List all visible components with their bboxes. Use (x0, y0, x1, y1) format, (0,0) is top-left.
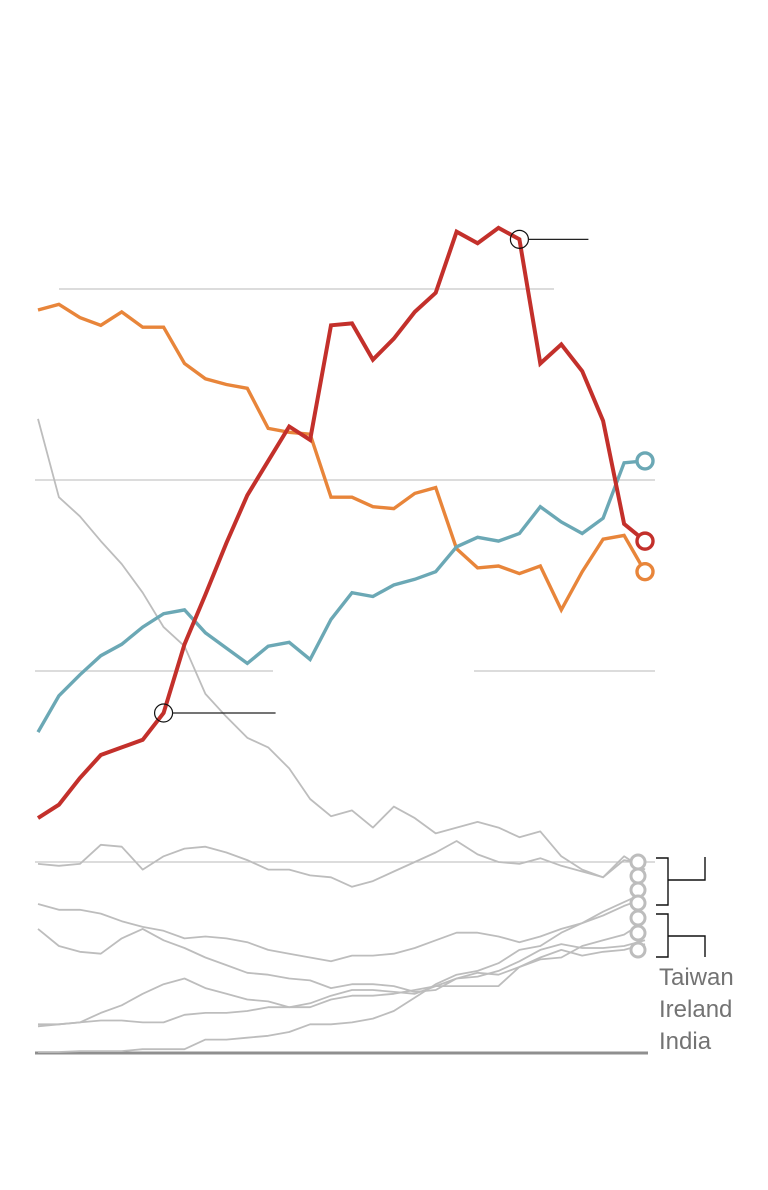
end-marker-gray-6 (629, 924, 647, 942)
end-marker-gray-4 (629, 894, 647, 912)
end-marker-gray-1 (629, 853, 647, 871)
series-line-gray-7 (38, 897, 646, 1053)
end-marker-gray-2 (629, 867, 647, 885)
series-line-gray-5 (37, 939, 646, 1028)
label-ireland: Ireland (659, 996, 732, 1023)
series-line-gray-3 (37, 891, 646, 963)
bracket-top (656, 857, 706, 906)
end-marker-gray-5 (629, 909, 647, 927)
end-marker-teal (635, 451, 655, 471)
series-line-teal (36, 459, 646, 733)
country-labels: Taiwan Ireland India (659, 964, 734, 1055)
label-india: India (659, 1028, 712, 1055)
series-line-gray-1 (37, 418, 646, 879)
end-marker-red (635, 531, 655, 551)
end-marker-gray-7 (629, 941, 647, 959)
highlight-series-group (36, 225, 647, 820)
series-line-red (36, 225, 647, 820)
end-markers (629, 451, 655, 959)
label-brackets (656, 857, 706, 958)
series-line-gray-4 (37, 920, 646, 993)
series-line-gray-2 (37, 840, 646, 888)
annotations (153, 229, 589, 723)
series-line-gray-6 (38, 943, 646, 1026)
end-marker-orange (635, 561, 655, 582)
bracket-bottom (656, 913, 706, 958)
series-line-orange (37, 302, 647, 614)
gridlines (35, 288, 655, 1055)
label-taiwan: Taiwan (659, 964, 734, 991)
gray-series-group (37, 418, 646, 1053)
